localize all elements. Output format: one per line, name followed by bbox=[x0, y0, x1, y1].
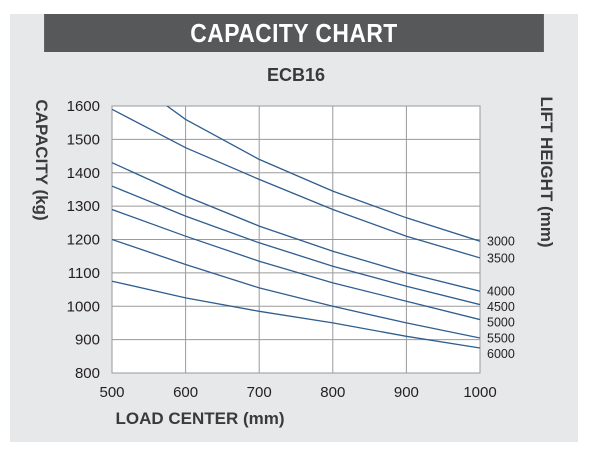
series-line-4000 bbox=[112, 162, 480, 292]
series-lines bbox=[112, 106, 480, 349]
series-label-3500: 3500 bbox=[487, 251, 515, 265]
y-tick-label: 1400 bbox=[67, 165, 100, 182]
chart-title: ECB16 bbox=[267, 65, 325, 85]
y-tick-label: 1100 bbox=[68, 265, 100, 282]
x-axis-title: LOAD CENTER (mm) bbox=[115, 409, 284, 428]
series-label-5500: 5500 bbox=[487, 331, 515, 345]
series-line-5500 bbox=[112, 238, 480, 339]
y-tick-label: 1200 bbox=[67, 232, 100, 249]
x-tick-label: 900 bbox=[394, 384, 419, 401]
y2-axis-title: LIFT HEIGHT (mm) bbox=[537, 96, 556, 247]
y-tick-label: 800 bbox=[75, 365, 100, 382]
series-label-5000: 5000 bbox=[487, 316, 515, 330]
grid bbox=[111, 105, 481, 374]
series-label-3000: 3000 bbox=[487, 235, 515, 249]
y-tick-label: 1600 bbox=[67, 98, 100, 115]
x-tick-label: 800 bbox=[320, 384, 345, 401]
series-line-4500 bbox=[112, 185, 480, 306]
x-tick-labels: 500 600 700 800 900 1000 bbox=[99, 384, 496, 401]
y-axis-title: CAPACITY (kg) bbox=[32, 99, 51, 220]
y-tick-label: 1300 bbox=[67, 198, 100, 215]
x-tick-label: 700 bbox=[247, 384, 272, 401]
series-line-3500 bbox=[112, 108, 480, 259]
y-tick-labels: 800 900 1000 1100 1200 1300 1400 1500 1600 bbox=[67, 98, 100, 382]
y-tick-label: 1000 bbox=[67, 298, 100, 315]
page-title: CAPACITY CHART bbox=[44, 14, 544, 52]
series-label-4500: 4500 bbox=[487, 300, 515, 314]
series-line-3000 bbox=[166, 106, 480, 242]
y-tick-label: 1500 bbox=[67, 131, 100, 148]
x-tick-label: 1000 bbox=[463, 384, 496, 401]
series-line-5000 bbox=[112, 208, 480, 321]
series-line-6000 bbox=[112, 280, 480, 349]
x-tick-label: 500 bbox=[99, 384, 124, 401]
y-tick-label: 900 bbox=[75, 332, 100, 349]
series-label-6000: 6000 bbox=[487, 347, 515, 361]
series-label-4000: 4000 bbox=[487, 285, 515, 299]
x-tick-label: 600 bbox=[173, 384, 198, 401]
